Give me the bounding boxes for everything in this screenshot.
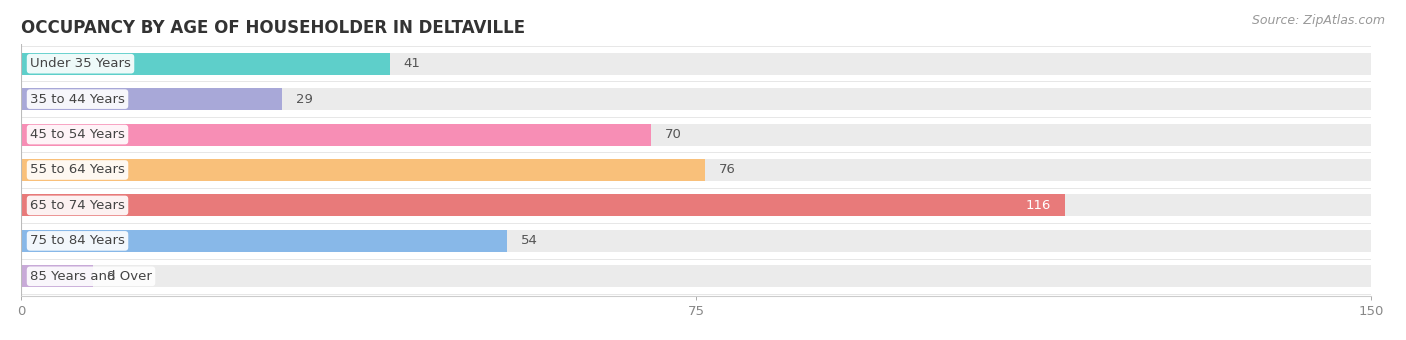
Bar (21, 265, 1371, 287)
Bar (21, 123, 651, 146)
Text: 65 to 74 Years: 65 to 74 Years (30, 199, 125, 212)
Bar (21, 230, 508, 252)
Bar (21, 194, 1371, 217)
Bar (21, 159, 704, 181)
Text: 116: 116 (1026, 199, 1052, 212)
Bar (21, 88, 1371, 110)
Text: 45 to 54 Years: 45 to 54 Years (30, 128, 125, 141)
Text: Under 35 Years: Under 35 Years (30, 57, 131, 70)
Text: Source: ZipAtlas.com: Source: ZipAtlas.com (1251, 14, 1385, 27)
Bar (21, 194, 1064, 217)
Text: 55 to 64 Years: 55 to 64 Years (30, 164, 125, 176)
Bar (21, 53, 1371, 75)
Text: 75 to 84 Years: 75 to 84 Years (30, 234, 125, 248)
Text: 29: 29 (295, 92, 312, 106)
Text: 76: 76 (718, 164, 735, 176)
Bar (21, 265, 93, 287)
Bar (21, 159, 1371, 181)
Text: OCCUPANCY BY AGE OF HOUSEHOLDER IN DELTAVILLE: OCCUPANCY BY AGE OF HOUSEHOLDER IN DELTA… (21, 19, 526, 37)
Text: 35 to 44 Years: 35 to 44 Years (30, 92, 125, 106)
Bar (21, 88, 283, 110)
Text: 54: 54 (520, 234, 537, 248)
Text: 85 Years and Over: 85 Years and Over (30, 270, 152, 283)
Bar (21, 123, 1371, 146)
Text: 70: 70 (665, 128, 682, 141)
Bar (21, 230, 1371, 252)
Text: 41: 41 (404, 57, 420, 70)
Bar (21, 53, 389, 75)
Text: 8: 8 (107, 270, 115, 283)
